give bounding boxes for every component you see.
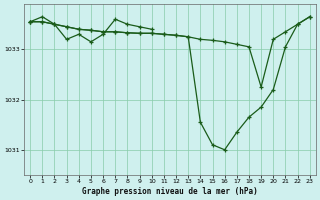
X-axis label: Graphe pression niveau de la mer (hPa): Graphe pression niveau de la mer (hPa)	[82, 187, 258, 196]
